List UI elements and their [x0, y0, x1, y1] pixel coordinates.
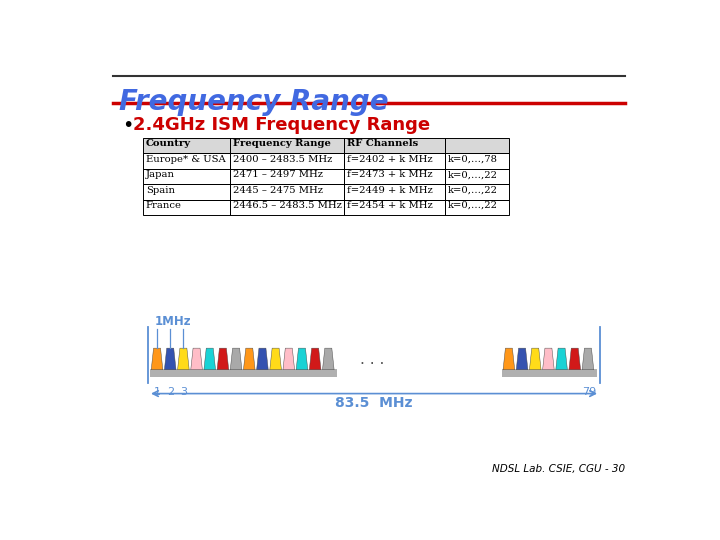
Text: Country: Country: [145, 139, 191, 148]
Text: f=2449 + k MHz: f=2449 + k MHz: [347, 186, 433, 195]
Bar: [502, 369, 597, 377]
Bar: [230, 153, 344, 168]
Bar: [230, 169, 344, 184]
Text: 2471 – 2497 MHz: 2471 – 2497 MHz: [233, 170, 323, 179]
Bar: [143, 184, 230, 200]
Bar: [445, 184, 508, 200]
Bar: [143, 200, 230, 215]
Text: NDSL Lab. CSIE, CGU - 30: NDSL Lab. CSIE, CGU - 30: [492, 464, 625, 475]
Polygon shape: [164, 348, 176, 370]
Text: . . .: . . .: [361, 353, 385, 367]
Polygon shape: [529, 348, 541, 370]
Polygon shape: [283, 348, 294, 370]
Text: Europe* & USA: Europe* & USA: [145, 155, 225, 164]
Polygon shape: [243, 348, 255, 370]
Polygon shape: [503, 348, 515, 370]
Text: France: France: [145, 201, 181, 210]
Bar: [344, 184, 445, 200]
Text: f=2454 + k MHz: f=2454 + k MHz: [347, 201, 433, 210]
Text: f=2402 + k MHz: f=2402 + k MHz: [347, 155, 433, 164]
Bar: [344, 138, 445, 153]
Polygon shape: [217, 348, 229, 370]
Text: 2: 2: [166, 387, 174, 397]
Polygon shape: [516, 348, 528, 370]
Bar: [230, 184, 344, 200]
Text: Frequency Range: Frequency Range: [233, 139, 330, 148]
Text: 2445 – 2475 MHz: 2445 – 2475 MHz: [233, 186, 323, 195]
Polygon shape: [204, 348, 215, 370]
Text: k=0,…,22: k=0,…,22: [448, 170, 498, 179]
Text: 1MHz: 1MHz: [154, 315, 191, 328]
Text: 2446.5 – 2483.5 MHz: 2446.5 – 2483.5 MHz: [233, 201, 341, 210]
Polygon shape: [323, 348, 334, 370]
Text: k=0,…,22: k=0,…,22: [448, 186, 498, 195]
Bar: [150, 369, 337, 377]
Polygon shape: [582, 348, 594, 370]
Text: k=0,…,22: k=0,…,22: [448, 201, 498, 210]
Polygon shape: [178, 348, 189, 370]
Text: 83.5  MHz: 83.5 MHz: [336, 396, 413, 410]
Text: •: •: [122, 117, 134, 136]
Text: 2400 – 2483.5 MHz: 2400 – 2483.5 MHz: [233, 155, 332, 164]
Bar: [445, 153, 508, 168]
Bar: [230, 200, 344, 215]
Text: k=0,…,78: k=0,…,78: [448, 155, 498, 164]
Text: RF Channels: RF Channels: [347, 139, 418, 148]
Polygon shape: [230, 348, 242, 370]
Polygon shape: [151, 348, 163, 370]
Bar: [344, 153, 445, 168]
Text: 3: 3: [180, 387, 187, 397]
Polygon shape: [556, 348, 567, 370]
Text: f=2473 + k MHz: f=2473 + k MHz: [347, 170, 433, 179]
Bar: [445, 200, 508, 215]
Text: 79: 79: [582, 387, 596, 397]
Bar: [143, 138, 230, 153]
Polygon shape: [569, 348, 580, 370]
Polygon shape: [256, 348, 269, 370]
Bar: [445, 138, 508, 153]
Bar: [143, 169, 230, 184]
Bar: [344, 169, 445, 184]
Bar: [230, 138, 344, 153]
Polygon shape: [310, 348, 321, 370]
Bar: [143, 138, 508, 153]
Text: Japan: Japan: [145, 170, 175, 179]
Text: 2.4GHz ISM Frequency Range: 2.4GHz ISM Frequency Range: [133, 117, 431, 134]
Bar: [143, 153, 230, 168]
Text: Spain: Spain: [145, 186, 175, 195]
Text: 1: 1: [153, 387, 161, 397]
Polygon shape: [543, 348, 554, 370]
Polygon shape: [270, 348, 282, 370]
Bar: [445, 169, 508, 184]
Bar: [344, 200, 445, 215]
Polygon shape: [296, 348, 307, 370]
Polygon shape: [191, 348, 202, 370]
Text: Frequency Range: Frequency Range: [120, 88, 389, 116]
